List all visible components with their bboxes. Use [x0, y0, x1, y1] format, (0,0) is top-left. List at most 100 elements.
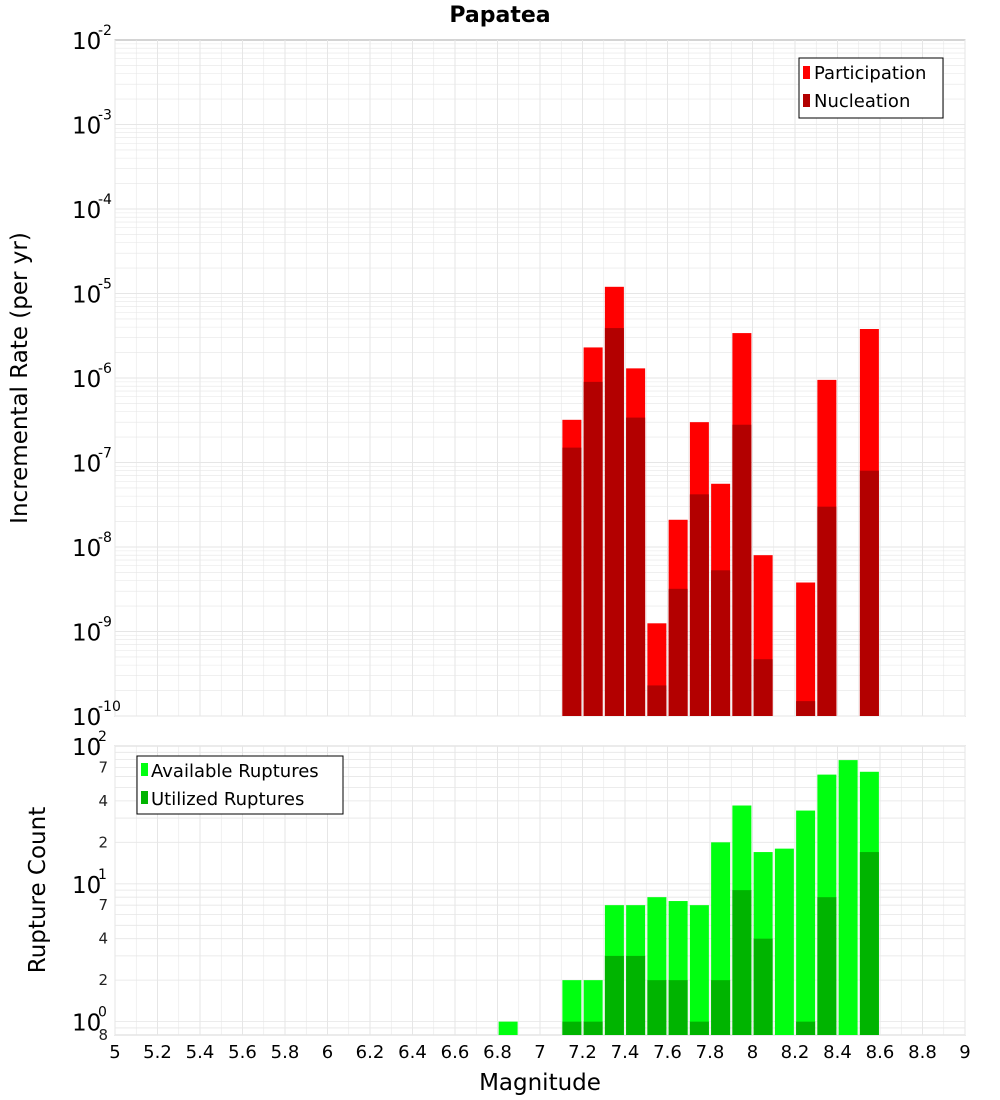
- rate-nucleation-bar: [732, 424, 752, 716]
- rate-nucleation-bar: [689, 494, 709, 716]
- y-minor-tick-label: 2: [98, 833, 108, 851]
- x-tick-label: 5: [109, 1042, 120, 1063]
- participation-legend-swatch: [803, 66, 810, 79]
- y-tick-label: 10: [72, 735, 101, 761]
- y-minor-tick-label: 7: [98, 758, 108, 776]
- count-utilized-ruptures-bar: [796, 1021, 816, 1035]
- y-tick-label: 10: [72, 705, 101, 731]
- y-tick-label: 10: [72, 283, 101, 309]
- count-utilized-ruptures-bar: [753, 938, 773, 1035]
- top-y-ticks: 10-210-310-410-510-610-710-810-910-10: [72, 23, 121, 731]
- bottom-legend-box: [136, 755, 344, 815]
- x-tick-label: 7.8: [696, 1042, 725, 1063]
- y-tick-label: 10: [72, 114, 101, 140]
- count-utilized-ruptures-bar: [583, 1021, 603, 1035]
- y-tick-label: 10: [72, 452, 101, 478]
- y-tick-exponent: 2: [98, 729, 107, 745]
- x-tick-label: 8.6: [866, 1042, 895, 1063]
- y-minor-tick-label: 8: [98, 1026, 108, 1044]
- y-tick-label: 10: [72, 873, 101, 899]
- y-tick-label: 10: [72, 621, 101, 647]
- y-tick-exponent: 0: [98, 1005, 107, 1021]
- x-tick-label: 7.2: [568, 1042, 597, 1063]
- top-bars: [562, 286, 879, 716]
- x-tick-label: 6.6: [441, 1042, 470, 1063]
- participation-panel: 10-210-310-410-510-610-710-810-910-10 In…: [7, 23, 966, 731]
- y-tick-label: 10: [72, 29, 101, 55]
- x-tick-label: 6.4: [398, 1042, 427, 1063]
- x-tick-label: 6.8: [483, 1042, 512, 1063]
- y-tick-exponent: -2: [98, 23, 112, 39]
- y-tick-label: 10: [72, 198, 101, 224]
- count-utilized-ruptures-bar: [562, 1021, 582, 1035]
- count-available-ruptures-bar: [583, 980, 603, 1035]
- top-legend-box: [798, 57, 944, 119]
- nucleation-legend-label: Nucleation: [814, 91, 910, 112]
- y-tick-exponent: -10: [98, 699, 121, 715]
- y-tick-exponent: -4: [98, 192, 112, 208]
- nucleation-legend-swatch: [803, 94, 810, 107]
- y-tick-label: 10: [72, 536, 101, 562]
- count-utilized-ruptures-bar: [689, 1021, 709, 1035]
- top-y-axis-label: Incremental Rate (per yr): [7, 232, 33, 524]
- rate-nucleation-bar: [562, 447, 582, 716]
- rate-nucleation-bar: [668, 588, 688, 716]
- count-utilized-ruptures-bar: [668, 980, 688, 1035]
- chart-title: Papatea: [449, 3, 550, 28]
- rate-nucleation-bar: [626, 417, 646, 716]
- x-tick-label: 5.4: [186, 1042, 215, 1063]
- y-tick-exponent: -3: [98, 108, 112, 124]
- top-grid: [114, 40, 966, 717]
- x-tick-label: 8.2: [781, 1042, 810, 1063]
- x-tick-label: 7.4: [611, 1042, 640, 1063]
- y-minor-tick-label: 4: [98, 930, 108, 948]
- x-tick-label: 9: [959, 1042, 970, 1063]
- x-tick-label: 8: [747, 1042, 758, 1063]
- bottom-legend: Available Ruptures Utilized Ruptures: [136, 755, 344, 815]
- count-available-ruptures-bar: [498, 1021, 518, 1035]
- count-utilized-ruptures-bar: [732, 890, 752, 1035]
- participation-legend-label: Participation: [814, 63, 926, 84]
- x-tick-label: 5.6: [228, 1042, 257, 1063]
- x-tick-label: 8.8: [908, 1042, 937, 1063]
- x-tick-label: 6.2: [356, 1042, 385, 1063]
- y-tick-exponent: -6: [98, 361, 112, 377]
- y-tick-label: 10: [72, 1011, 101, 1037]
- rate-nucleation-bar: [647, 685, 667, 716]
- y-minor-tick-label: 2: [98, 971, 108, 989]
- rate-nucleation-bar: [817, 506, 837, 716]
- available-legend-label: Available Ruptures: [151, 761, 319, 782]
- x-tick-label: 7.6: [653, 1042, 682, 1063]
- y-minor-tick-label: 7: [98, 896, 108, 914]
- rate-nucleation-bar: [753, 659, 773, 716]
- x-tick-label: 8.4: [823, 1042, 852, 1063]
- rate-nucleation-bar: [796, 701, 816, 716]
- y-tick-exponent: 1: [98, 867, 107, 883]
- count-available-ruptures-bar: [838, 760, 858, 1035]
- y-tick-exponent: -5: [98, 277, 112, 293]
- rate-nucleation-bar: [859, 470, 879, 716]
- top-legend: Participation Nucleation: [798, 57, 944, 119]
- count-utilized-ruptures-bar: [711, 980, 731, 1035]
- utilized-legend-swatch: [141, 791, 148, 804]
- rate-nucleation-bar: [711, 570, 731, 716]
- count-utilized-ruptures-bar: [604, 955, 624, 1035]
- x-tick-label: 5.2: [143, 1042, 172, 1063]
- count-available-ruptures-bar: [774, 848, 794, 1035]
- y-tick-label: 10: [72, 367, 101, 393]
- x-tick-label: 7: [534, 1042, 545, 1063]
- rate-nucleation-bar: [604, 328, 624, 716]
- x-axis-label: Magnitude: [479, 1070, 601, 1096]
- available-legend-swatch: [141, 763, 148, 776]
- x-tick-labels: 5 5.2 5.4 5.6 5.8 6 6.2 6.4 6.6 6.8 7 7.2 7.4 7.6 7.8 8…: [109, 1042, 970, 1063]
- x-tick-label: 6: [322, 1042, 333, 1063]
- count-utilized-ruptures-bar: [859, 852, 879, 1035]
- rate-nucleation-bar: [583, 381, 603, 716]
- x-tick-label: 5.8: [271, 1042, 300, 1063]
- count-available-ruptures-bar: [562, 980, 582, 1035]
- count-available-ruptures-bar: [689, 905, 709, 1035]
- rate-participation-bar: [796, 582, 816, 716]
